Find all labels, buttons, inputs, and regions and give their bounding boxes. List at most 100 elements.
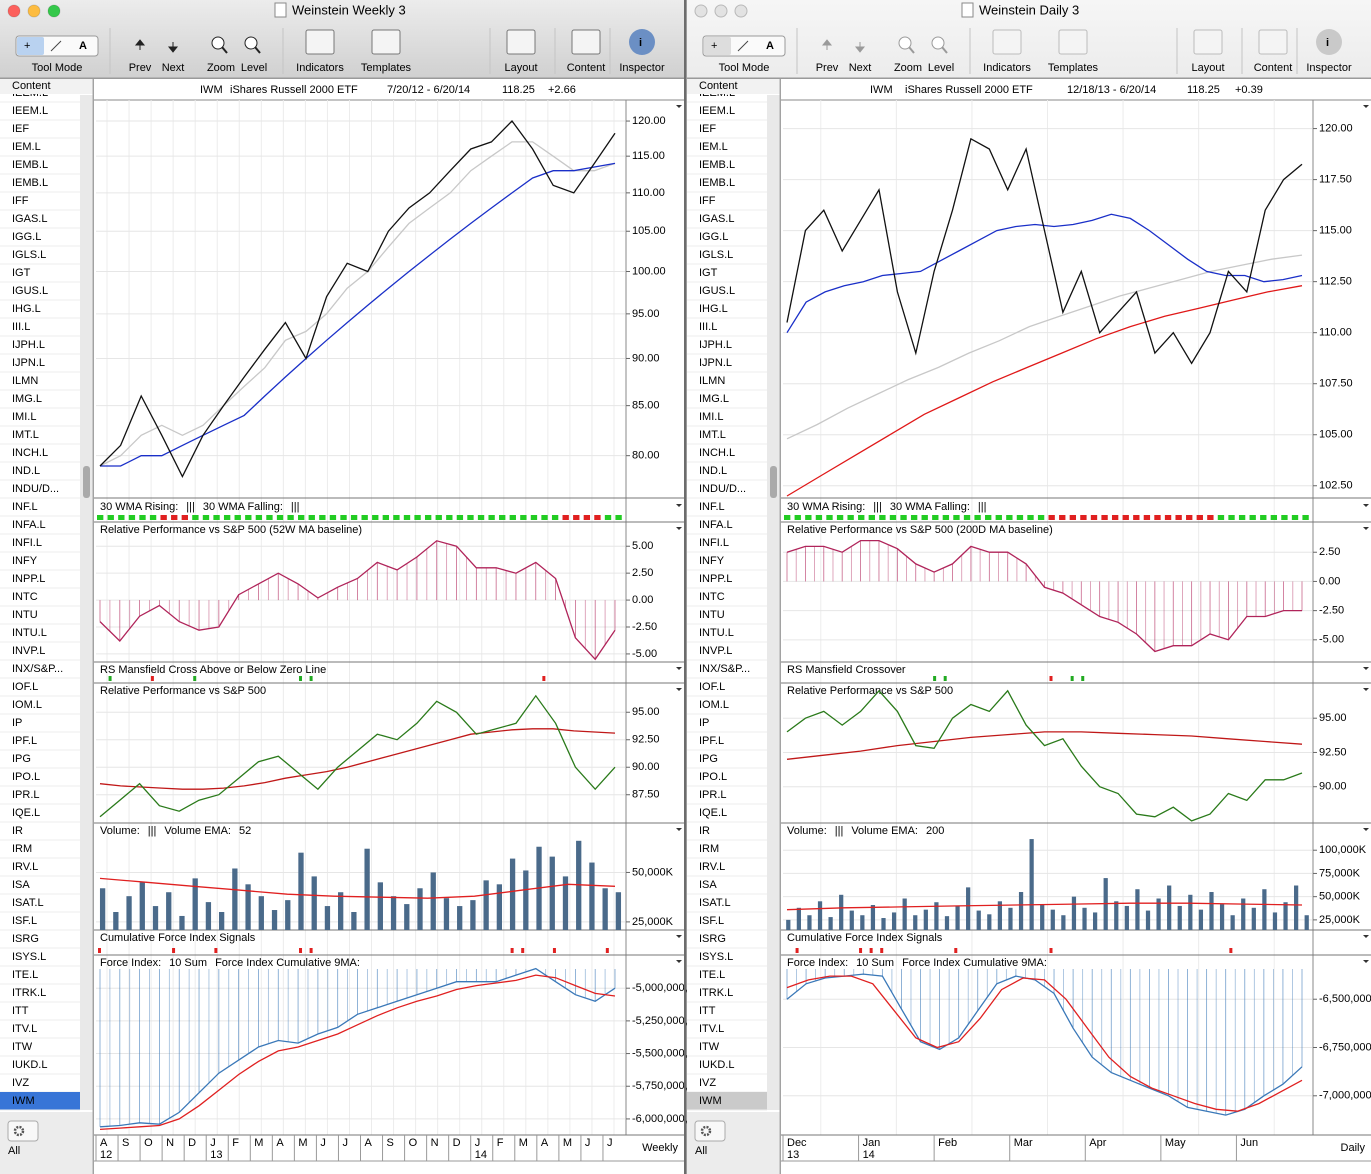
symbol-row[interactable]: IVZ [12,1077,29,1089]
symbol-row[interactable]: IEM.L [12,141,41,153]
period-label[interactable]: Daily [1341,1142,1366,1154]
zoom-icon[interactable] [931,36,945,50]
arrow-icon[interactable] [821,39,833,50]
symbol-row[interactable]: III.L [699,321,717,333]
symbol-row[interactable]: IGT [699,267,718,279]
footer-label[interactable]: All [8,1145,20,1157]
symbol-row[interactable]: INPP.L [12,573,45,585]
arrow-icon[interactable] [167,42,179,53]
symbol-row[interactable]: INTC [12,591,38,603]
symbol-row[interactable]: IR [699,825,710,837]
symbol-row[interactable]: IPF.L [699,735,724,747]
toolbar-icon[interactable] [571,29,601,55]
symbol-row[interactable]: III.L [12,321,30,333]
symbol-row[interactable]: IGG.L [12,231,41,243]
symbol-row[interactable]: IND.L [699,465,727,477]
symbol-row[interactable]: IR [12,825,23,837]
panel-menu[interactable] [676,688,682,691]
symbol-row[interactable]: IPR.L [12,789,40,801]
symbol-row[interactable]: IWM [12,1095,35,1107]
panel-menu[interactable] [676,105,682,108]
symbol-row[interactable]: IGG.L [699,231,728,243]
symbol-row[interactable]: IUKD.L [699,1059,734,1071]
symbol-row[interactable]: IJPN.L [699,357,732,369]
symbol-row[interactable]: ITRK.L [699,987,733,999]
symbol-row[interactable]: IPO.L [12,771,40,783]
symbol-row[interactable]: IFF [12,195,29,207]
symbol-row[interactable]: IEMB.L [699,177,735,189]
symbol-row[interactable]: INPP.L [699,573,732,585]
symbol-row[interactable]: IRM [12,843,32,855]
toolbar-icon[interactable] [1258,29,1288,55]
symbol-row[interactable]: IPF.L [12,735,37,747]
panel-menu[interactable] [676,828,682,831]
symbol-row[interactable]: ISF.L [12,915,37,927]
footer-label[interactable]: All [695,1145,707,1157]
symbol-row[interactable]: IJPH.L [699,339,732,351]
symbol-row[interactable]: INDU/D... [12,483,59,495]
symbol-row[interactable]: IEEM.L [12,87,48,99]
symbol-row[interactable]: INTU [699,609,725,621]
symbol-row[interactable]: ITV.L [699,1023,724,1035]
symbol-row[interactable]: ISA [699,879,717,891]
symbol-row[interactable]: IJPN.L [12,357,45,369]
window-button[interactable] [714,4,728,18]
symbol-row[interactable]: ILMN [699,375,725,387]
symbol-row[interactable]: INFI.L [12,537,42,549]
toolbar-icon[interactable] [1058,29,1088,55]
panel-menu[interactable] [1363,935,1369,938]
toolbar-icon[interactable] [992,29,1022,55]
symbol-row[interactable]: ITW [12,1041,33,1053]
toolbar-icon[interactable] [506,29,536,55]
symbol-row[interactable]: INCH.L [12,447,48,459]
symbol-row[interactable]: ISRG [12,933,39,945]
symbol-row[interactable]: ITT [699,1005,716,1017]
symbol-row[interactable]: INTU.L [12,627,47,639]
symbol-row[interactable]: IGUS.L [12,285,48,297]
symbol-row[interactable]: INX/S&P... [12,663,63,675]
symbol-row[interactable]: ITW [699,1041,720,1053]
symbol-row[interactable]: IEEM.L [699,87,735,99]
symbol-row[interactable]: IP [699,717,709,729]
symbol-row[interactable]: ITE.L [699,969,725,981]
toolbar-icon[interactable] [1193,29,1223,55]
symbol-row[interactable]: ITV.L [12,1023,37,1035]
toolbar-icon[interactable] [371,29,401,55]
symbol-row[interactable]: IND.L [12,465,40,477]
symbol-row[interactable]: INCH.L [699,447,735,459]
symbol-row[interactable]: IMI.L [699,411,723,423]
window-button[interactable] [694,4,708,18]
symbol-row[interactable]: ITRK.L [12,987,46,999]
symbol-row[interactable]: IPR.L [699,789,727,801]
panel-menu[interactable] [1363,527,1369,530]
symbol-row[interactable]: IGLS.L [12,249,46,261]
symbol-row[interactable]: IPG [699,753,718,765]
symbol-row[interactable]: INFA.L [699,519,733,531]
symbol-row[interactable]: ITT [12,1005,29,1017]
zoom-icon[interactable] [898,36,912,50]
symbol-row[interactable]: IQE.L [699,807,727,819]
panel-menu[interactable] [676,960,682,963]
symbol-row[interactable]: IMT.L [12,429,39,441]
period-label[interactable]: Weekly [642,1142,678,1154]
symbol-row[interactable]: ISYS.L [699,951,733,963]
symbol-row[interactable]: INTU.L [699,627,734,639]
symbol-row[interactable]: ISF.L [699,915,724,927]
symbol-row[interactable]: INF.L [699,501,725,513]
symbol-row[interactable]: IJPH.L [12,339,45,351]
symbol-row[interactable]: IHG.L [12,303,41,315]
symbol-row[interactable]: IRV.L [699,861,725,873]
symbol-row[interactable]: IMG.L [12,393,42,405]
symbol-row[interactable]: IEMB.L [12,177,48,189]
symbol-row[interactable]: IRM [699,843,719,855]
symbol-row[interactable]: IWM [699,1095,722,1107]
symbol-row[interactable]: INTC [699,591,725,603]
symbol-row[interactable]: IGLS.L [699,249,733,261]
symbol-row[interactable]: INFA.L [12,519,46,531]
symbol-row[interactable]: IPO.L [699,771,727,783]
scroll-thumb[interactable] [83,466,90,498]
panel-menu[interactable] [1363,667,1369,670]
zoom-icon[interactable] [211,36,225,50]
symbol-row[interactable]: IEF [12,123,29,135]
symbol-row[interactable]: INF.L [12,501,38,513]
